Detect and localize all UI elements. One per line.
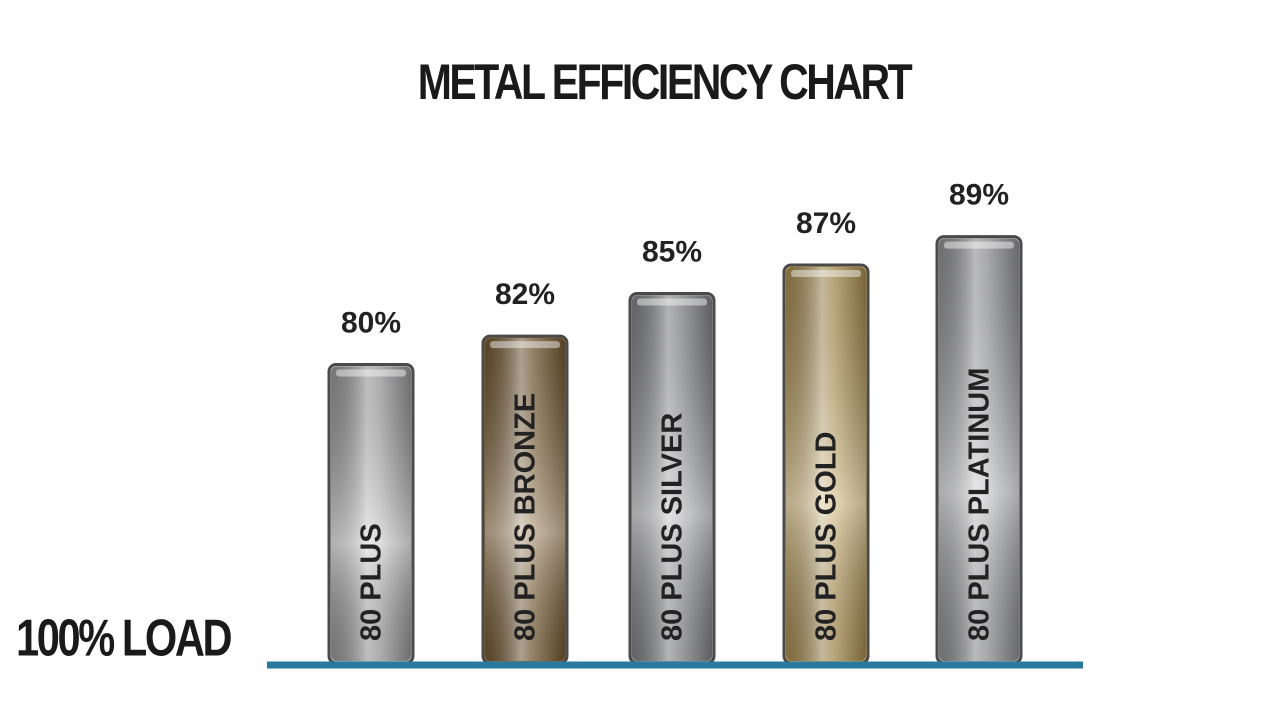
value-label: 85% — [642, 235, 702, 268]
value-label: 82% — [495, 278, 555, 311]
value-label: 89% — [949, 179, 1009, 212]
bar-cap — [336, 369, 406, 377]
bar-cap — [944, 241, 1014, 249]
category-label: 80 PLUS PLATINUM — [964, 368, 996, 641]
load-label: 100% LOAD — [16, 608, 232, 667]
chart-title: METAL EFFICIENCY CHART — [418, 54, 913, 110]
value-label: 80% — [341, 306, 401, 339]
category-label: 80 PLUS BRONZE — [510, 393, 542, 641]
bar-shine — [331, 366, 411, 661]
category-label: 80 PLUS — [356, 523, 388, 641]
bar-cap — [791, 270, 861, 278]
bar-shine — [786, 267, 866, 661]
category-label: 80 PLUS GOLD — [811, 432, 843, 642]
bar-shine — [632, 295, 712, 661]
bar-shine — [485, 338, 565, 661]
value-label: 87% — [796, 207, 856, 240]
bar-cap — [490, 341, 560, 349]
category-label: 80 PLUS SILVER — [657, 413, 689, 641]
bar-cap — [637, 298, 707, 306]
bar-shine — [939, 238, 1019, 662]
